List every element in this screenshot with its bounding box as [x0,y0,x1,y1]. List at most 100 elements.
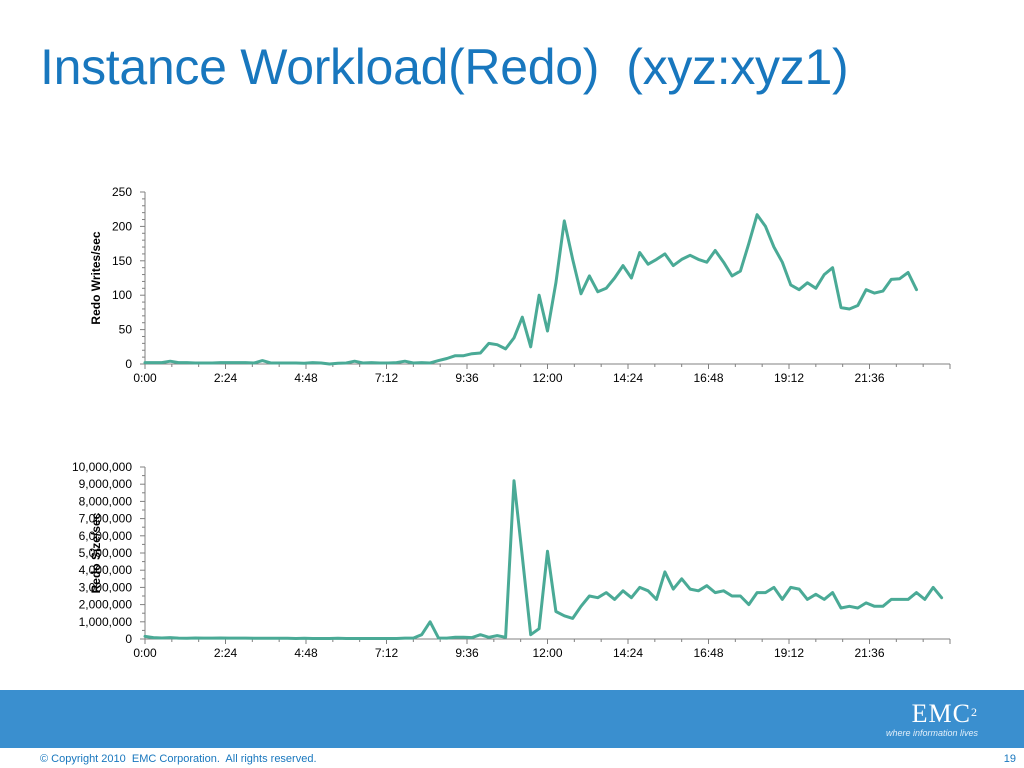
redo-size-chart: 0 1,000,000 2,000,000 3,000,000 4,000,000 5,0… [72,460,951,660]
data-point [622,590,624,592]
data-point [253,638,255,640]
data-point [421,362,423,364]
data-point [731,595,733,597]
data-point [480,634,482,636]
y-tick-label: 8,000,000 [79,494,133,508]
data-point [899,278,901,280]
data-point [522,556,524,558]
data-point [597,291,599,293]
data-point [228,637,230,639]
redo-writes-chart: 0 50 100 150 200 250 0:00 2:24 4:48 7:12 9:36 12:00… [89,185,951,385]
y-axis-title: Redo Writes/sec [89,231,103,324]
data-point [832,592,834,594]
data-point [782,261,784,263]
x-tick-label: 0:00 [133,646,157,660]
data-point [455,355,457,357]
data-point [220,637,222,639]
data-point [656,599,658,601]
data-point [572,259,574,261]
data-point [865,602,867,604]
data-point [647,590,649,592]
data-point [538,628,540,630]
data-point [756,592,758,594]
data-point [295,362,297,364]
data-point [891,279,893,281]
data-point [941,597,943,599]
data-point [153,637,155,639]
y-tick-label: 0 [125,357,132,371]
data-point [178,637,180,639]
data-point [756,214,758,216]
data-point [413,637,415,639]
data-point [320,362,322,364]
data-point [463,355,465,357]
data-point [740,270,742,272]
data-point [631,277,633,279]
data-point [295,638,297,640]
data-point [438,637,440,639]
data-point [874,606,876,608]
data-point [714,592,716,594]
data-point [564,220,566,222]
data-point [723,261,725,263]
data-point [245,362,247,364]
data-point [857,305,859,307]
x-tick-label: 2:24 [214,371,238,385]
data-point [346,362,348,364]
data-point [236,637,238,639]
data-point [849,308,851,310]
data-point [220,362,222,364]
footer-bar: EMC2 where information lives [0,690,1024,748]
x-tick-label: 7:12 [375,646,399,660]
data-point [228,362,230,364]
data-point [547,551,549,553]
data-point [681,259,683,261]
x-tick-label: 7:12 [375,371,399,385]
data-point [689,255,691,257]
y-tick-label: 250 [112,185,132,199]
y-tick-label: 200 [112,219,132,233]
y-tick-label: 100 [112,288,132,302]
data-point [614,599,616,601]
data-point [178,362,180,364]
y-tick-label: 4,000,000 [79,563,133,577]
x-tick-label: 4:48 [294,646,318,660]
data-point [865,289,867,291]
data-point [765,592,767,594]
data-point [396,638,398,640]
data-point [916,289,918,291]
data-point [169,360,171,362]
data-point [714,250,716,252]
data-point [312,638,314,640]
data-point [304,363,306,365]
data-point [547,330,549,332]
data-point [379,362,381,364]
data-point [555,282,557,284]
data-point [287,362,289,364]
x-tick-label: 4:48 [294,371,318,385]
data-point [463,637,465,639]
data-point [169,637,171,639]
data-point [807,282,809,284]
data-point [161,362,163,364]
y-tick-label: 150 [112,254,132,268]
x-tick-label: 16:48 [693,371,723,385]
data-point [773,246,775,248]
data-point [522,316,524,318]
data-point [471,353,473,355]
data-point [807,599,809,601]
data-point [555,611,557,613]
data-point [907,599,909,601]
data-point [236,362,238,364]
data-point [899,599,901,601]
data-point [673,588,675,590]
emc-logo: EMC2 where information lives [886,700,978,739]
data-point [404,637,406,639]
data-point [932,587,934,589]
data-point [664,571,666,573]
data-point [446,637,448,639]
data-point [664,253,666,255]
data-point [773,587,775,589]
data-point [270,362,272,364]
data-point [186,638,188,640]
